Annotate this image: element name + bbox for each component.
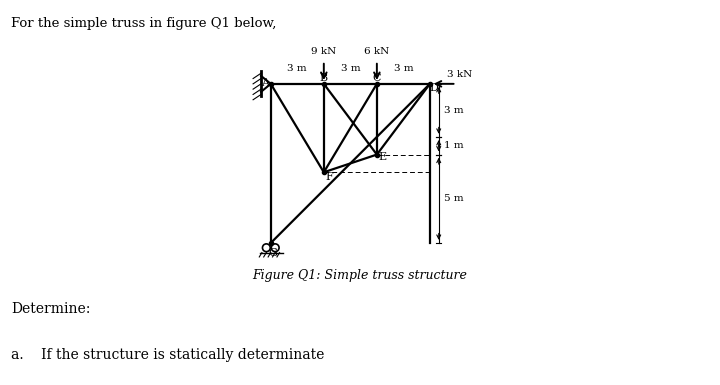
- Text: E: E: [378, 152, 386, 162]
- Text: F: F: [325, 172, 333, 182]
- Text: 1 m: 1 m: [444, 141, 464, 150]
- Text: Determine:: Determine:: [11, 302, 90, 316]
- Text: 3 kN: 3 kN: [447, 70, 472, 79]
- Text: For the simple truss in figure Q1 below,: For the simple truss in figure Q1 below,: [11, 17, 276, 30]
- Text: D: D: [430, 83, 438, 93]
- Text: 3 m: 3 m: [444, 106, 464, 115]
- Text: 5 m: 5 m: [444, 194, 464, 203]
- Text: 3 m: 3 m: [394, 64, 413, 73]
- Text: C: C: [373, 73, 381, 83]
- Text: Figure Q1: Simple truss structure: Figure Q1: Simple truss structure: [253, 270, 467, 283]
- Text: 9 kN: 9 kN: [311, 47, 336, 57]
- Text: 3 m: 3 m: [287, 64, 307, 73]
- Text: 6 kN: 6 kN: [364, 47, 390, 57]
- Text: A: A: [261, 78, 269, 88]
- Text: 3 m: 3 m: [341, 64, 360, 73]
- Text: a.    If the structure is statically determinate: a. If the structure is statically determ…: [11, 348, 324, 362]
- Text: B: B: [320, 73, 328, 83]
- Text: G: G: [268, 248, 277, 258]
